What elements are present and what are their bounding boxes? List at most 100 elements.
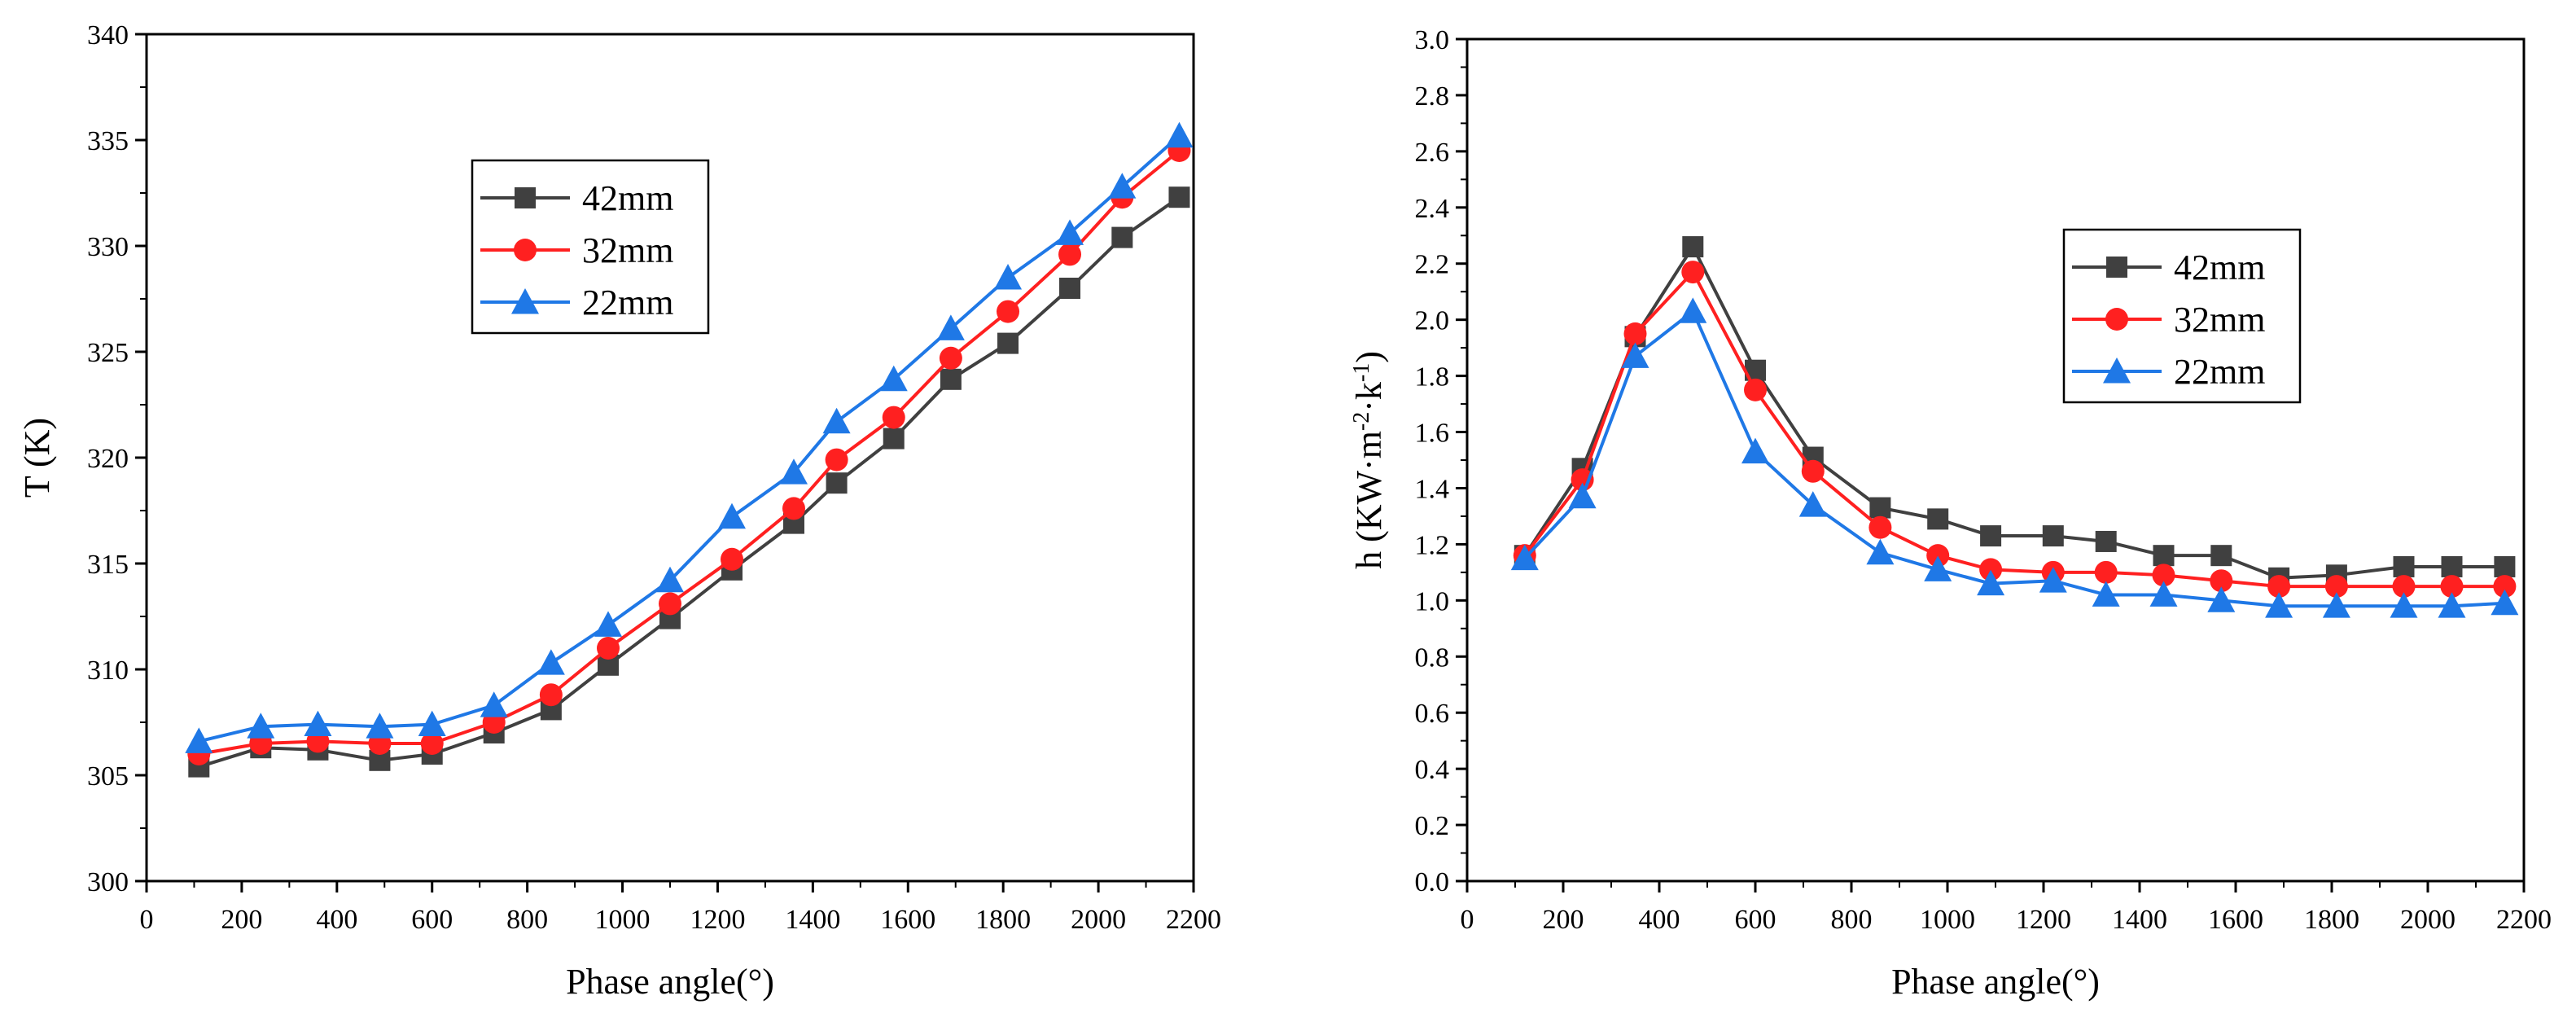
panel-1-x-tick-label: 200 xyxy=(221,905,262,935)
panel-2-point-42mm xyxy=(2153,545,2175,567)
panel-2-point-22mm xyxy=(1568,482,1597,509)
panel-2-y-tick-label: 0.6 xyxy=(1415,699,1450,729)
y-axis-title-part: ) xyxy=(1349,351,1389,363)
panel-1-legend: 42mm 32mm 22mm xyxy=(471,159,710,335)
panel-1-y-tick-label: 330 xyxy=(87,232,129,262)
panel-1-y-axis-title: T (K) xyxy=(17,418,57,498)
panel-1-point-32mm xyxy=(939,346,962,370)
panel-2-y-tick-label: 3.0 xyxy=(1415,25,1450,55)
panel-1-point-22mm xyxy=(366,713,394,739)
panel-2-y-tick-label: 2.6 xyxy=(1415,138,1450,168)
panel-2-point-22mm xyxy=(2092,581,2120,607)
panel-2-point-22mm xyxy=(1924,555,1952,581)
panel-2-y-tick-label: 0.0 xyxy=(1415,867,1450,897)
panel-2-y-axis-title: h (KW·m-2·k-1) xyxy=(1349,351,1390,569)
panel-2-point-22mm xyxy=(2390,592,2418,618)
panel-1-y-tick-label: 335 xyxy=(87,126,129,156)
panel-1-legend-marker-32mm xyxy=(514,239,537,261)
panel-2-x-tick-label: 1600 xyxy=(2208,905,2263,935)
panel-2-point-22mm xyxy=(1741,437,1769,464)
panel-1-point-22mm xyxy=(480,691,508,717)
panel-2-point-22mm xyxy=(2265,592,2293,618)
panel-2-point-32mm xyxy=(2440,575,2464,599)
panel-2-x-tick-label: 1000 xyxy=(1920,905,1975,935)
panel-1-point-22mm xyxy=(304,710,332,737)
panel-1-point-22mm xyxy=(594,611,623,637)
panel-1-y-tick-label: 340 xyxy=(87,20,129,50)
y-axis-title-superscript: -1 xyxy=(1349,363,1374,382)
panel-2-y-tick-label: 1.2 xyxy=(1415,530,1450,560)
panel-2-x-tick-label: 2200 xyxy=(2496,905,2552,935)
panel-1-point-22mm xyxy=(994,264,1023,290)
panel-2-point-42mm xyxy=(2494,555,2516,577)
panel-1-y-tick-label: 300 xyxy=(87,867,129,897)
panel-2-x-tick-label: 400 xyxy=(1639,905,1680,935)
panel-1-point-32mm xyxy=(597,637,620,660)
panel-2-x-tick-label: 800 xyxy=(1831,905,1873,935)
panel-1-point-32mm xyxy=(420,732,444,755)
panel-2-point-32mm xyxy=(2493,575,2517,599)
panel-2-point-32mm xyxy=(1801,459,1825,483)
panel-1-point-22mm xyxy=(822,407,851,434)
panel-1-y-tick-label: 305 xyxy=(87,761,129,792)
panel-2-y-tick-label: 1.4 xyxy=(1415,474,1450,504)
panel-2-point-22mm xyxy=(2438,592,2466,618)
panel-2-point-32mm xyxy=(1868,515,1892,539)
panel-1-point-22mm xyxy=(537,649,565,675)
panel-2-line-22mm xyxy=(1523,309,2505,608)
panel-2-x-tick-label: 2000 xyxy=(2400,905,2456,935)
panel-2-point-42mm xyxy=(2095,530,2117,552)
panel-1-legend-label-42mm: 42mm xyxy=(582,178,673,218)
panel-1-point-42mm xyxy=(1059,278,1081,299)
panel-2-legend: 42mm 32mm 22mm xyxy=(2062,228,2302,404)
panel-1-point-32mm xyxy=(782,497,805,520)
panel-2-x-axis-title: Phase angle(°) xyxy=(1891,962,2100,1002)
panel-2-y-tick-label: 1.6 xyxy=(1415,419,1450,449)
panel-1-point-32mm xyxy=(882,406,905,429)
panel-1-x-tick-label: 1800 xyxy=(975,905,1031,935)
panel-2-x-tick-label: 1800 xyxy=(2304,905,2359,935)
panel-1-point-22mm xyxy=(247,713,275,739)
panel-1-point-42mm xyxy=(997,332,1019,354)
panel-1-x-tick-label: 2200 xyxy=(1166,905,1221,935)
panel-2-legend-marker-42mm xyxy=(2106,257,2127,278)
panel-1-y-tick-label: 310 xyxy=(87,656,129,686)
panel-1-point-32mm xyxy=(539,683,563,707)
panel-1-chart: 0 200 400 600 800 1000 1200 1400 1600 1800 2000 220… xyxy=(17,20,1221,1002)
panel-2-point-42mm xyxy=(1869,497,1891,519)
panel-2-x-tick-label: 1400 xyxy=(2112,905,2167,935)
panel-1-x-tick-label: 2000 xyxy=(1071,905,1126,935)
panel-2-point-22mm xyxy=(2039,567,2067,593)
panel-2-chart: 0 200 400 600 800 1000 1200 1400 1600 1800 2000 220… xyxy=(1349,25,2552,1002)
panel-2-legend-marker-32mm xyxy=(2105,308,2128,331)
panel-2-x-tick-label: 200 xyxy=(1543,905,1584,935)
panel-1-y-tick-label: 320 xyxy=(87,444,129,474)
panel-1-point-32mm xyxy=(720,547,743,571)
panel-1-point-42mm xyxy=(1168,186,1190,208)
panel-1-y-tick-label: 315 xyxy=(87,550,129,580)
panel-2-point-22mm xyxy=(1798,491,1827,517)
panel-2-point-32mm xyxy=(1926,544,1950,568)
panel-1-point-22mm xyxy=(1056,219,1084,245)
panel-2-point-32mm xyxy=(1979,558,2003,581)
panel-1-legend-marker-22mm xyxy=(511,288,539,314)
panel-1-point-32mm xyxy=(825,448,848,471)
panel-1-point-42mm xyxy=(1111,226,1133,248)
panel-2-point-22mm xyxy=(1621,342,1649,368)
panel-2-line-32mm xyxy=(1523,270,2505,589)
panel-2-point-22mm xyxy=(2322,592,2350,618)
panel-1-point-22mm xyxy=(418,710,446,737)
panel-1-series-22mm xyxy=(185,121,1194,753)
panel-2-point-42mm xyxy=(2441,555,2463,577)
panel-2-x-tick-label: 0 xyxy=(1461,905,1474,935)
panel-2-point-22mm xyxy=(2207,586,2236,612)
panel-2-x-tick-label: 600 xyxy=(1735,905,1776,935)
panel-2-point-42mm xyxy=(2393,555,2415,577)
panel-2-x-tick-label: 1200 xyxy=(2016,905,2071,935)
panel-1-x-tick-label: 800 xyxy=(506,905,548,935)
panel-2-y-tick-label: 2.8 xyxy=(1415,81,1450,112)
panel-1-line-22mm xyxy=(198,134,1181,743)
y-axis-title-superscript: -2 xyxy=(1349,412,1374,431)
